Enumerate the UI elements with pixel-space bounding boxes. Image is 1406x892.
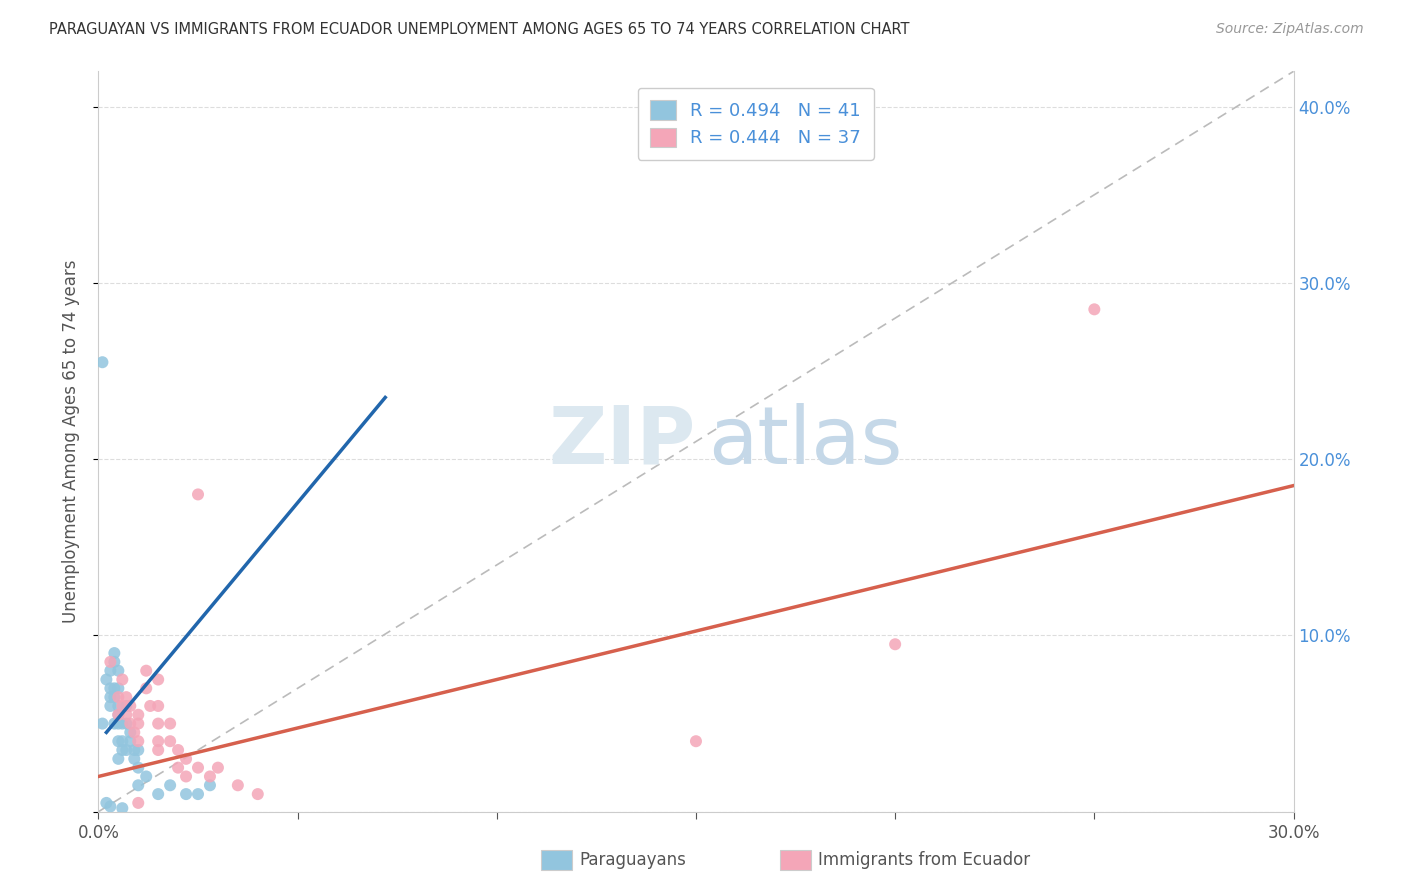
Point	[103, 655, 125, 669]
Point	[103, 690, 125, 705]
Point	[96, 673, 118, 687]
Point	[148, 734, 170, 748]
Point	[111, 801, 134, 815]
Point	[115, 716, 138, 731]
Point	[107, 698, 129, 713]
Point	[107, 734, 129, 748]
Point	[127, 716, 149, 731]
Point	[139, 698, 162, 713]
Point	[111, 716, 134, 731]
Point	[187, 487, 209, 501]
Point	[198, 778, 221, 792]
Point	[98, 655, 122, 669]
Point	[96, 796, 118, 810]
Point	[148, 673, 170, 687]
Point	[91, 716, 114, 731]
Point	[107, 752, 129, 766]
Point	[167, 743, 190, 757]
Point	[107, 681, 129, 696]
Point	[246, 787, 269, 801]
Point	[148, 716, 170, 731]
Point	[98, 681, 122, 696]
Point	[115, 698, 138, 713]
Point	[98, 799, 122, 814]
Point	[107, 707, 129, 722]
Point	[198, 769, 221, 783]
Point	[103, 646, 125, 660]
Point	[159, 716, 181, 731]
Point	[111, 673, 134, 687]
Point	[107, 707, 129, 722]
Text: ZIP: ZIP	[548, 402, 696, 481]
Point	[226, 778, 249, 792]
Point	[187, 761, 209, 775]
Point	[167, 761, 190, 775]
Y-axis label: Unemployment Among Ages 65 to 74 years: Unemployment Among Ages 65 to 74 years	[62, 260, 80, 624]
Text: Immigrants from Ecuador: Immigrants from Ecuador	[818, 851, 1031, 869]
Point	[98, 698, 122, 713]
Point	[127, 743, 149, 757]
Point	[187, 787, 209, 801]
Point	[174, 769, 197, 783]
Point	[111, 734, 134, 748]
Point	[159, 778, 181, 792]
Point	[127, 778, 149, 792]
Point	[159, 734, 181, 748]
Point	[174, 752, 197, 766]
Point	[98, 664, 122, 678]
Point	[103, 681, 125, 696]
Point	[135, 769, 157, 783]
Point	[120, 716, 142, 731]
Point	[120, 734, 142, 748]
Point	[115, 707, 138, 722]
Legend: R = 0.494   N = 41, R = 0.444   N = 37: R = 0.494 N = 41, R = 0.444 N = 37	[638, 87, 873, 160]
Point	[1083, 302, 1105, 317]
Point	[174, 787, 197, 801]
Point	[135, 664, 157, 678]
Point	[127, 761, 149, 775]
Text: Source: ZipAtlas.com: Source: ZipAtlas.com	[1216, 22, 1364, 37]
Point	[148, 787, 170, 801]
Point	[124, 743, 146, 757]
Point	[91, 355, 114, 369]
Point	[98, 690, 122, 705]
Point	[127, 796, 149, 810]
Point	[107, 664, 129, 678]
Text: PARAGUAYAN VS IMMIGRANTS FROM ECUADOR UNEMPLOYMENT AMONG AGES 65 TO 74 YEARS COR: PARAGUAYAN VS IMMIGRANTS FROM ECUADOR UN…	[49, 22, 910, 37]
Point	[120, 698, 142, 713]
Text: atlas: atlas	[709, 402, 903, 481]
Point	[115, 743, 138, 757]
Point	[127, 734, 149, 748]
Point	[111, 698, 134, 713]
Point	[207, 761, 229, 775]
Point	[107, 690, 129, 705]
Point	[103, 716, 125, 731]
Point	[111, 743, 134, 757]
Point	[124, 725, 146, 739]
Point	[884, 637, 907, 651]
Point	[107, 716, 129, 731]
Point	[685, 734, 707, 748]
Point	[135, 681, 157, 696]
Point	[127, 707, 149, 722]
Point	[148, 743, 170, 757]
Point	[120, 725, 142, 739]
Text: Paraguayans: Paraguayans	[579, 851, 686, 869]
Point	[124, 752, 146, 766]
Point	[148, 698, 170, 713]
Point	[115, 690, 138, 705]
